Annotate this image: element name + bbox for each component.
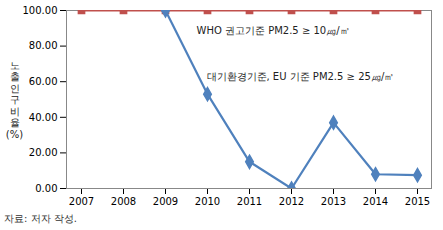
svg-text:80.00: 80.00 bbox=[29, 40, 58, 51]
svg-text:2012: 2012 bbox=[279, 196, 304, 207]
svg-text:대기환경기준, EU 기준 PM2.5 ≥ 25㎍/㎥: 대기환경기준, EU 기준 PM2.5 ≥ 25㎍/㎥ bbox=[207, 71, 395, 82]
svg-text:2013: 2013 bbox=[321, 196, 346, 207]
svg-text:2014: 2014 bbox=[363, 196, 388, 207]
svg-text:2015: 2015 bbox=[405, 196, 430, 207]
svg-text:2009: 2009 bbox=[153, 196, 178, 207]
svg-text:20.00: 20.00 bbox=[29, 147, 58, 158]
svg-text:2010: 2010 bbox=[195, 196, 220, 207]
svg-text:40.00: 40.00 bbox=[29, 112, 58, 123]
svg-text:100.00: 100.00 bbox=[23, 5, 58, 16]
svg-text:60.00: 60.00 bbox=[29, 76, 58, 87]
html-text:자료: 저자 작성.: 자료: 저자 작성. bbox=[4, 213, 77, 224]
svg-text:2011: 2011 bbox=[237, 196, 262, 207]
svg-text:2007: 2007 bbox=[69, 196, 94, 207]
svg-text:0.00: 0.00 bbox=[35, 183, 57, 194]
svg-text:2008: 2008 bbox=[111, 196, 136, 207]
svg-text:노출인구비율(%): 노출인구비율(%) bbox=[6, 60, 23, 140]
svg-text:WHO 권고기준 PM2.5 ≥ 10㎍/㎥: WHO 권고기준 PM2.5 ≥ 10㎍/㎥ bbox=[197, 25, 350, 36]
